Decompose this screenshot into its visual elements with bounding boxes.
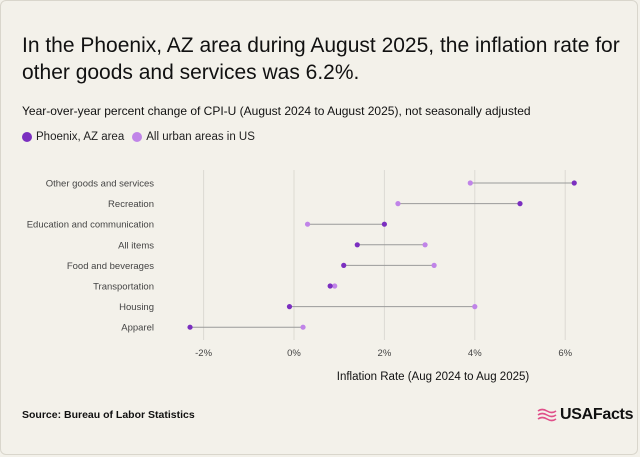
legend-swatch-us — [132, 132, 143, 142]
flag-icon — [537, 408, 557, 422]
point-us — [332, 283, 338, 289]
legend: Phoenix, AZ area All urban areas in US — [22, 131, 263, 143]
legend-item-phoenix: Phoenix, AZ area — [22, 131, 124, 143]
x-tick-label: 6% — [558, 348, 572, 359]
category-label: Housing — [119, 302, 154, 313]
legend-item-us: All urban areas in US — [132, 131, 255, 143]
source-note: Source: Bureau of Labor Statistics — [22, 409, 195, 421]
category-label: Food and beverages — [67, 261, 154, 272]
category-label: All items — [118, 240, 154, 251]
category-label: Other goods and services — [46, 179, 155, 190]
point-us — [300, 324, 306, 330]
chart-subtitle: Year-over-year percent change of CPI-U (… — [22, 104, 531, 118]
point-phoenix — [381, 221, 387, 227]
point-phoenix — [286, 304, 293, 310]
x-tick-label: 4% — [468, 348, 482, 359]
point-us — [431, 262, 437, 268]
point-phoenix — [327, 283, 333, 289]
point-us — [395, 201, 401, 207]
x-tick-label: 2% — [378, 348, 392, 359]
category-label: Recreation — [108, 199, 154, 210]
legend-label-us: All urban areas in US — [146, 131, 255, 143]
chart-title: In the Phoenix, AZ area during August 20… — [22, 34, 620, 84]
point-us — [472, 304, 478, 310]
point-phoenix — [187, 324, 193, 330]
point-us — [304, 221, 311, 227]
point-phoenix — [341, 262, 347, 268]
legend-label-phoenix: Phoenix, AZ area — [36, 131, 125, 143]
usafacts-logo: USAFacts — [537, 406, 633, 424]
category-label: Education and communication — [27, 220, 154, 231]
point-phoenix — [517, 201, 523, 207]
x-tick-label: -2% — [195, 348, 212, 359]
legend-swatch-phoenix — [22, 132, 32, 142]
point-phoenix — [354, 242, 360, 248]
x-axis-title: Inflation Rate (Aug 2024 to Aug 2025) — [337, 371, 530, 383]
logo-text: USAFacts — [560, 406, 634, 423]
category-label: Transportation — [93, 282, 154, 293]
point-us — [467, 180, 473, 186]
point-phoenix — [571, 180, 577, 186]
x-tick-label: 0% — [287, 348, 301, 359]
category-label: Apparel — [121, 323, 154, 334]
point-us — [422, 242, 428, 248]
